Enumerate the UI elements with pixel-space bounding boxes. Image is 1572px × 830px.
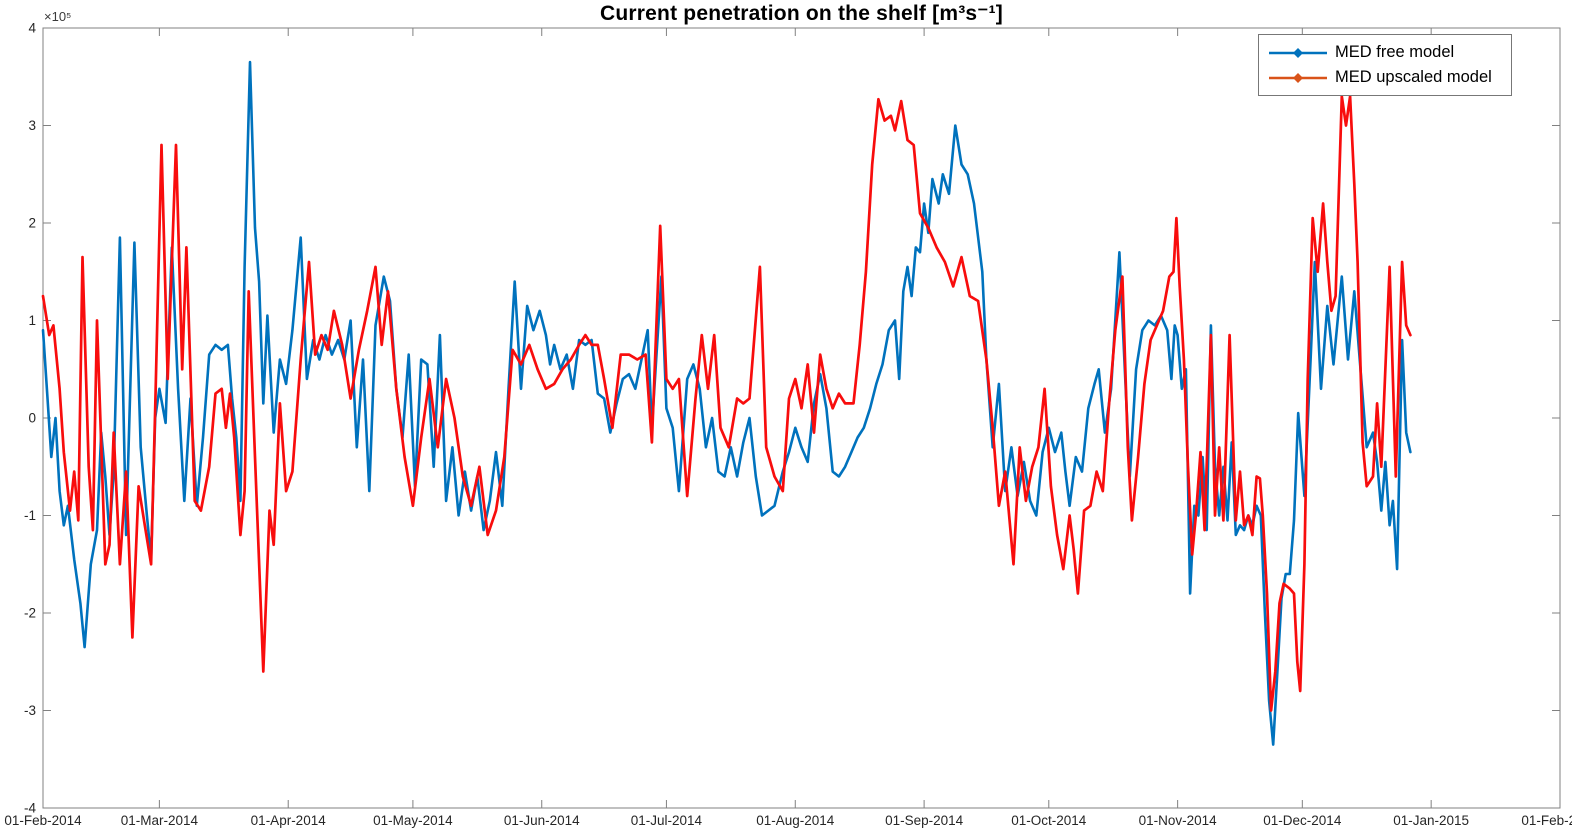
tick-label: -4 [24, 801, 36, 816]
tick-label: 01-Feb-2014 [4, 813, 82, 828]
axis-ticks [42, 27, 1561, 809]
tick-label: 4 [28, 21, 36, 36]
y-axis-exponent-label: ×10⁵ [44, 9, 72, 24]
legend-box: MED free model MED upscaled model [1258, 34, 1512, 96]
y-axis-tick-labels: 4 3 2 1 0 -1 -2 -3 -4 [24, 21, 37, 816]
tick-label: 2 [28, 216, 36, 231]
tick-label: 1 [28, 313, 36, 328]
tick-label: 01-Apr-2014 [251, 813, 327, 828]
legend-label: MED free model [1335, 43, 1455, 61]
x-axis-tick-labels: 01-Feb-2014 01-Mar-2014 01-Apr-2014 01-May-… [4, 813, 1572, 828]
series-med-upscaled-model-line [41, 94, 1412, 712]
tick-label: 01-Oct-2014 [1011, 813, 1087, 828]
legend-line-swatch-orange [1269, 72, 1327, 83]
legend-label: MED upscaled model [1335, 68, 1492, 86]
chart-title: Current penetration on the shelf [m³s⁻¹] [600, 2, 1003, 25]
legend-line-swatch-blue [1269, 47, 1327, 58]
tick-label: -1 [24, 508, 36, 523]
axes-frame [42, 27, 1561, 809]
legend-item-med-free-model: MED free model [1267, 40, 1503, 65]
tick-label: 01-Jul-2014 [631, 813, 703, 828]
tick-label: 01-May-2014 [373, 813, 453, 828]
tick-label: 3 [28, 118, 36, 133]
tick-label: 01-Dec-2014 [1263, 813, 1342, 828]
tick-label: -2 [24, 606, 36, 621]
legend-item-med-upscaled-model: MED upscaled model [1267, 65, 1503, 90]
series-med-free-model-line [41, 60, 1412, 746]
tick-label: 0 [28, 411, 36, 426]
diamond-marker-icon [1293, 47, 1303, 58]
diamond-marker-icon [1293, 72, 1303, 83]
tick-label: 01-Jun-2014 [504, 813, 580, 828]
tick-label: 01-Feb-2015 [1521, 813, 1572, 828]
tick-label: 01-Aug-2014 [756, 813, 835, 828]
tick-label: 01-Nov-2014 [1139, 813, 1218, 828]
tick-label: -3 [24, 703, 36, 718]
tick-label: 01-Jan-2015 [1393, 813, 1469, 828]
tick-label: 01-Sep-2014 [885, 813, 964, 828]
tick-label: 01-Mar-2014 [121, 813, 199, 828]
